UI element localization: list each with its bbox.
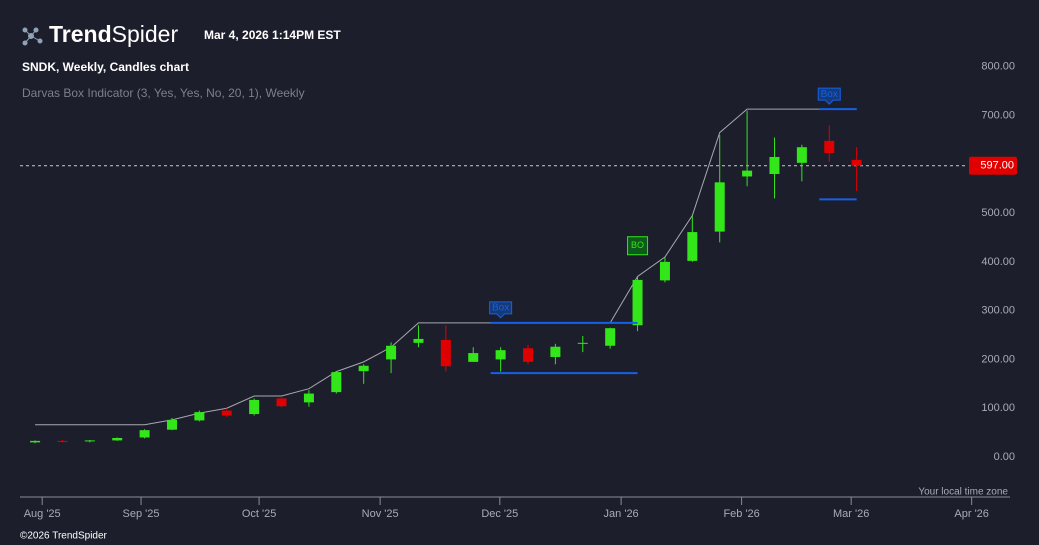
candle-body	[139, 430, 150, 438]
y-tick-label: 500.00	[981, 207, 1015, 219]
price-tag	[969, 156, 1017, 175]
box-label: Box	[821, 89, 838, 100]
x-tick-label: Nov '25	[362, 508, 399, 520]
signal-marker	[627, 236, 649, 256]
copyright: ©2026 TrendSpider	[20, 531, 108, 542]
brand: TrendSpider	[49, 21, 178, 47]
candle-body	[331, 372, 342, 393]
candle-body	[632, 279, 643, 326]
candle-body	[605, 328, 616, 346]
candle-body	[714, 182, 725, 232]
y-tick-label: 100.00	[981, 402, 1015, 414]
candle-body	[851, 159, 862, 166]
x-tick-label: Sep '25	[123, 508, 160, 520]
candle-body	[523, 348, 534, 362]
box-marker	[817, 87, 841, 105]
price-tag-label: 597.00	[980, 160, 1014, 172]
x-tick-label: Mar '26	[833, 508, 869, 520]
candle-body	[550, 346, 561, 357]
candle-body	[276, 398, 287, 407]
y-tick-label: 400.00	[981, 256, 1015, 268]
box-label: Box	[492, 302, 509, 313]
brand-light: Spider	[112, 21, 179, 47]
chart-subtitle: Darvas Box Indicator (3, Yes, Yes, No, 2…	[22, 86, 305, 100]
candle-body	[796, 147, 807, 163]
timezone-note: Your local time zone	[918, 487, 1008, 498]
candle-body	[742, 170, 753, 177]
brand-bold: Trend	[49, 21, 112, 47]
candle-body	[84, 440, 95, 442]
candle-body	[769, 156, 780, 175]
candle-body	[30, 440, 41, 443]
logo-icon	[22, 27, 43, 46]
candle-body	[221, 410, 232, 416]
box-marker	[489, 301, 513, 319]
timestamp: Mar 4, 2026 1:14PM EST	[204, 28, 341, 42]
candle-body	[358, 365, 369, 372]
x-tick-label: Aug '25	[24, 508, 61, 520]
candle-body	[577, 342, 588, 344]
y-tick-label: 300.00	[981, 305, 1015, 317]
x-tick-label: Feb '26	[723, 508, 759, 520]
y-tick-label: 700.00	[981, 109, 1015, 121]
y-tick-label: 200.00	[981, 353, 1015, 365]
candle-body	[659, 261, 670, 281]
x-tick-label: Oct '25	[242, 508, 277, 520]
y-tick-label: 800.00	[981, 61, 1015, 73]
candle-body	[57, 440, 68, 442]
candle-body	[468, 353, 479, 362]
candle-body	[194, 412, 205, 421]
darvas-line	[35, 108, 857, 426]
candle-body	[495, 350, 506, 360]
x-tick-label: Jan '26	[604, 508, 639, 520]
candle-body	[413, 338, 424, 343]
candle-body	[303, 393, 314, 403]
x-tick-label: Dec '25	[481, 508, 518, 520]
y-tick-label: 0.00	[994, 451, 1015, 463]
candle-body	[166, 419, 177, 430]
candle-body	[112, 437, 123, 441]
x-tick-label: Apr '26	[954, 508, 989, 520]
candle-body	[440, 339, 451, 367]
candle-body	[386, 345, 397, 360]
chart-title: SNDK, Weekly, Candles chart	[22, 60, 189, 74]
candle-body	[249, 399, 260, 415]
candle-body	[824, 140, 835, 154]
signal-label: BO	[631, 240, 644, 250]
candle-body	[687, 232, 698, 261]
